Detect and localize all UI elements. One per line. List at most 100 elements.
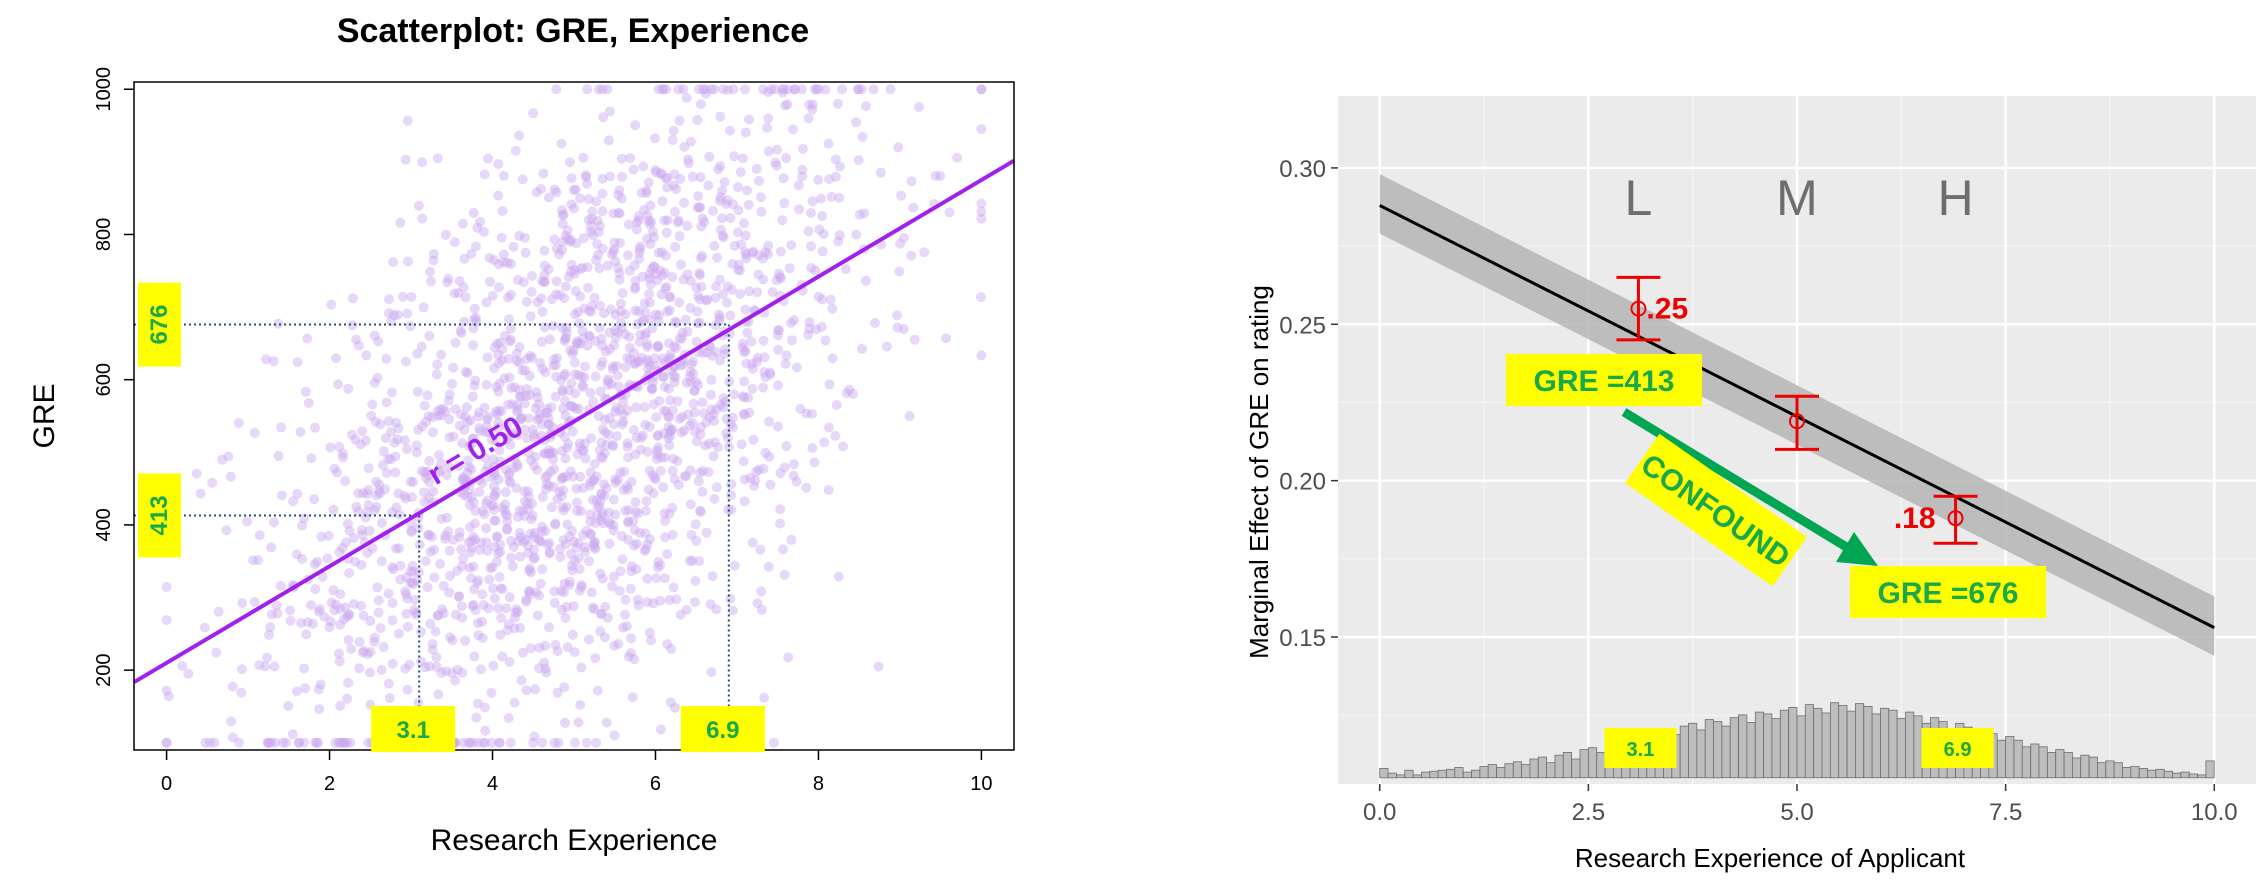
scatter-point xyxy=(782,99,793,110)
scatter-point xyxy=(643,356,654,367)
scatter-point xyxy=(613,262,624,273)
scatter-point xyxy=(557,502,568,513)
scatter-point xyxy=(653,442,664,453)
scatter-point xyxy=(457,438,468,449)
scatter-point xyxy=(673,84,684,95)
scatter-point xyxy=(488,481,499,492)
scatter-point xyxy=(517,174,528,185)
scatter-point xyxy=(497,651,508,662)
histogram-bar xyxy=(2047,752,2057,779)
scatter-point xyxy=(629,425,639,435)
scatter-point xyxy=(333,379,343,390)
scatter-point xyxy=(709,416,719,426)
scatter-point xyxy=(434,450,444,461)
scatter-point xyxy=(428,255,439,266)
group-label: L xyxy=(1625,170,1653,226)
scatter-point xyxy=(628,516,639,527)
scatter-point xyxy=(573,538,584,549)
scatter-point xyxy=(617,419,628,430)
scatter-point xyxy=(609,244,620,255)
scatter-point xyxy=(460,366,471,377)
scatter-point xyxy=(405,476,416,487)
scatter-point xyxy=(587,206,598,217)
scatter-point xyxy=(835,161,845,172)
histogram-bar xyxy=(1529,758,1539,779)
scatter-point xyxy=(440,666,451,677)
scatter-point xyxy=(489,491,500,502)
scatter-point xyxy=(511,355,522,366)
scatter-point xyxy=(593,411,604,422)
scatter-point xyxy=(474,423,484,433)
scatter-point xyxy=(611,431,622,442)
scatter-point xyxy=(604,519,615,530)
scatter-point xyxy=(667,405,678,416)
histogram-bar xyxy=(1913,715,1923,779)
scatter-point xyxy=(479,509,490,520)
scatter-point xyxy=(434,465,445,476)
scatter-point xyxy=(834,230,845,241)
scatter-point xyxy=(392,434,403,445)
scatter-point xyxy=(337,543,348,553)
scatter-point xyxy=(614,268,625,278)
scatter-title: Scatterplot: GRE, Experience xyxy=(337,12,809,50)
scatter-point xyxy=(556,474,567,485)
scatter-point xyxy=(607,581,618,592)
scatter-point xyxy=(596,511,607,521)
scatter-point xyxy=(569,203,579,214)
scatter-point xyxy=(640,419,651,430)
scatter-point xyxy=(309,559,320,570)
scatter-point xyxy=(457,667,468,678)
scatter-point xyxy=(465,522,475,533)
x-low-tag-label: 3.1 xyxy=(1627,739,1655,761)
scatter-point xyxy=(469,314,479,325)
scatter-point xyxy=(729,151,740,162)
scatter-point xyxy=(693,380,703,391)
histogram-bar xyxy=(2088,756,2098,779)
x-tick-label: 10.0 xyxy=(2191,799,2238,826)
scatter-point xyxy=(659,428,669,439)
x-tick-label: 0 xyxy=(161,773,172,795)
scatter-point xyxy=(161,685,172,696)
scatter-point xyxy=(512,275,523,285)
scatter-point xyxy=(502,257,513,268)
scatter-point xyxy=(427,644,438,655)
scatter-point xyxy=(613,207,624,218)
scatter-point xyxy=(592,502,603,513)
scatter-point xyxy=(733,205,744,216)
scatter-point xyxy=(642,446,653,457)
scatter-point xyxy=(546,447,557,458)
scatter-point xyxy=(233,418,244,428)
scatter-point xyxy=(436,410,447,421)
scatter-point xyxy=(634,357,645,367)
scatter-point xyxy=(773,325,784,336)
scatter-point xyxy=(571,483,582,494)
scatter-point xyxy=(526,514,537,525)
scatter-point xyxy=(387,615,398,626)
scatter-point xyxy=(597,243,608,254)
scatter-point xyxy=(765,367,776,378)
scatter-point xyxy=(530,403,541,414)
scatter-point xyxy=(470,505,481,516)
scatter-point xyxy=(271,600,282,611)
scatter-point xyxy=(690,576,701,586)
scatter-point xyxy=(416,341,427,352)
scatter-point xyxy=(528,737,539,748)
scatter-point xyxy=(448,362,459,373)
scatter-point xyxy=(769,84,780,95)
scatter-point xyxy=(523,548,533,558)
scatter-point xyxy=(384,308,394,319)
scatter-point xyxy=(681,377,692,388)
scatter-point xyxy=(432,406,443,417)
scatter-point xyxy=(567,401,578,412)
scatter-point xyxy=(633,600,644,611)
scatter-point xyxy=(607,439,618,450)
scatter-point xyxy=(668,582,679,593)
scatter-point xyxy=(698,408,709,419)
scatter-point xyxy=(456,409,466,420)
scatter-point xyxy=(534,408,545,419)
scatter-point xyxy=(708,451,719,462)
scatter-point xyxy=(342,518,353,529)
histogram-bar xyxy=(1763,713,1773,779)
scatter-point xyxy=(691,377,702,388)
